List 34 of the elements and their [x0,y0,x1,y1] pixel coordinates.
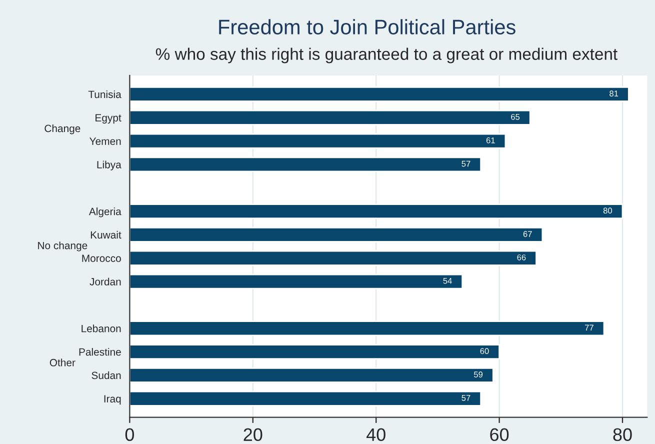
chart-subtitle: % who say this right is guaranteed to a great or medium extent [156,48,618,64]
data-label: 66 [517,254,526,260]
x-tick-label: 60 [490,428,509,442]
data-label: 57 [462,160,470,167]
y-tick-label: Yemen [90,138,121,145]
x-tick-label: 20 [244,428,262,442]
text: No change [38,242,88,252]
data-label: 57 [462,395,470,401]
y-tick-label: Libya [97,160,122,170]
y-tick-label: Morocco [82,254,121,262]
data-label: 67 [523,231,532,237]
y-tick-label: Jordan [90,278,121,286]
y-tick-label: Egypt [96,114,122,124]
data-label: 77 [585,324,594,331]
y-tick-label: Tunisia [88,90,122,98]
x-tick-label: 0 [125,428,134,442]
data-label: 65 [511,114,520,120]
y-tick-label: Algeria [88,208,122,218]
data-label: 61 [486,137,495,144]
x-tick-label: 40 [366,428,386,442]
y-tick-label: Kuwait [90,230,122,239]
data-label: 80 [603,208,612,214]
data-label: 59 [474,372,483,378]
x-tick-label: 80 [613,428,632,442]
data-label: 81 [610,90,618,96]
data-label: 60 [480,348,489,354]
chart-title: Freedom to Join Political Parties [219,19,516,34]
y-tick-label: Iraq [104,395,121,405]
y-tick-label: Lebanon [82,324,121,332]
text: Other [50,358,76,366]
data-label: 54 [443,278,452,284]
y-tick-label: Sudan [92,371,121,380]
text: Change [44,124,80,134]
y-tick-label: Palestine [79,348,121,356]
